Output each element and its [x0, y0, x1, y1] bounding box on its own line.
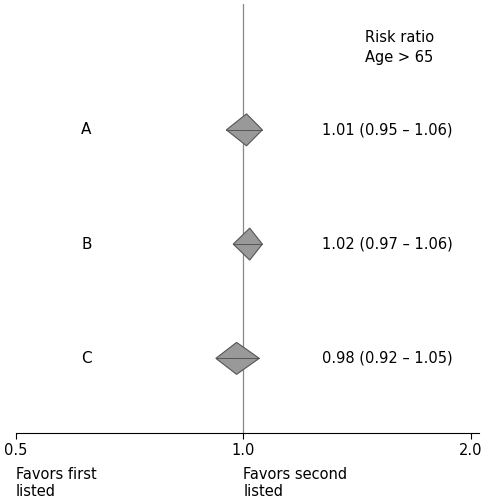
Text: Risk ratio
Age > 65: Risk ratio Age > 65	[365, 30, 434, 65]
Text: Favors first
listed: Favors first listed	[16, 467, 97, 500]
Text: Favors second
listed: Favors second listed	[243, 467, 347, 500]
Text: 1.02 (0.97 – 1.06): 1.02 (0.97 – 1.06)	[322, 236, 452, 252]
Polygon shape	[226, 114, 263, 146]
Text: A: A	[81, 122, 92, 138]
Text: C: C	[81, 351, 92, 366]
Text: 1.01 (0.95 – 1.06): 1.01 (0.95 – 1.06)	[322, 122, 452, 138]
Text: B: B	[81, 236, 92, 252]
Polygon shape	[233, 228, 263, 260]
Text: 0.98 (0.92 – 1.05): 0.98 (0.92 – 1.05)	[322, 351, 452, 366]
Polygon shape	[216, 342, 259, 374]
